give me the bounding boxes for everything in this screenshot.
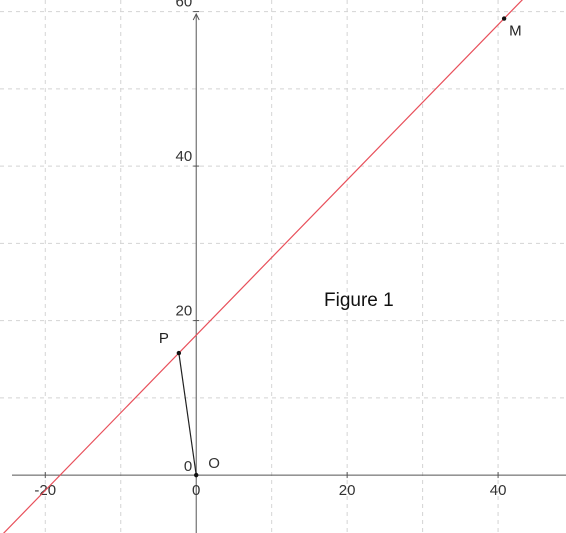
x-tick-label: 0: [192, 482, 200, 499]
point-origin-label: O: [208, 455, 220, 472]
x-tick-label: 40: [490, 482, 507, 499]
y-tick-label: 40: [176, 148, 193, 165]
point-p-label: P: [159, 330, 169, 347]
points: P M O: [159, 16, 522, 478]
y-axis-arrow: [192, 12, 200, 21]
point-m-marker: [501, 16, 507, 21]
figure-caption: Figure 1: [324, 290, 394, 311]
segment-op-line: [178, 352, 197, 476]
point-p-marker: [176, 350, 182, 356]
axes: [12, 12, 566, 533]
segment-op: [178, 352, 197, 476]
origin-tick-label: 0: [184, 458, 192, 475]
point-m-label: M: [509, 23, 521, 40]
y-tick-label: 60: [176, 0, 193, 11]
point-origin-marker: [194, 472, 199, 478]
y-tick-label: 20: [176, 303, 193, 320]
tick-labels: -20020402040600: [34, 0, 506, 499]
x-tick-label: 20: [339, 482, 356, 499]
